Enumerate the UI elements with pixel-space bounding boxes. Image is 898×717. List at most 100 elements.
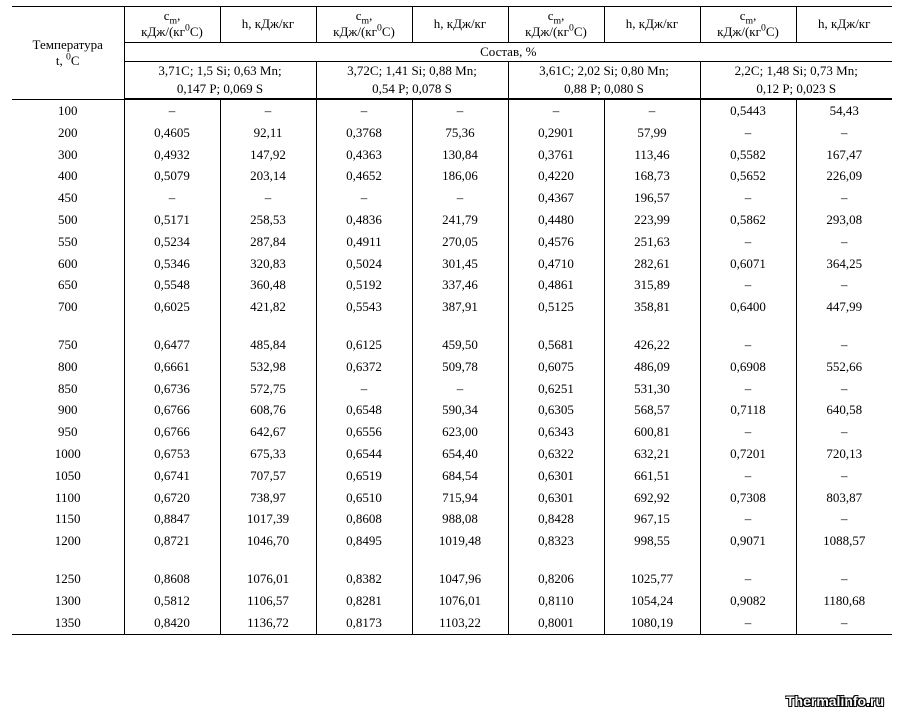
cell-h4: 447,99	[796, 296, 892, 318]
table-row: 550 0,5234 287,84 0,4911 270,05 0,4576 2…	[12, 231, 892, 253]
cell-c4: –	[700, 275, 796, 297]
cell-h1: 642,67	[220, 421, 316, 443]
cell-c4: –	[700, 231, 796, 253]
cell-c4: –	[700, 568, 796, 590]
cell-c3: 0,4220	[508, 166, 604, 188]
cell-c1: 0,6736	[124, 378, 220, 400]
table-row: 950 0,6766 642,67 0,6556 623,00 0,6343 6…	[12, 421, 892, 443]
table-row: 800 0,6661 532,98 0,6372 509,78 0,6075 4…	[12, 356, 892, 378]
cell-c3: 0,8001	[508, 612, 604, 634]
cell-h1: –	[220, 100, 316, 122]
cell-c2: 0,5192	[316, 275, 412, 297]
cell-c3: 0,4576	[508, 231, 604, 253]
cell-h4: 720,13	[796, 443, 892, 465]
cell-h4: 226,09	[796, 166, 892, 188]
table-row: 900 0,6766 608,76 0,6548 590,34 0,6305 5…	[12, 400, 892, 422]
cell-temp: 1000	[12, 443, 124, 465]
composition-2-line1: 3,72C; 1,41 Si; 0,88 Mn;	[316, 61, 508, 80]
cell-c1: 0,4605	[124, 122, 220, 144]
cell-h4: 364,25	[796, 253, 892, 275]
cell-temp: 550	[12, 231, 124, 253]
table-row: 650 0,5548 360,48 0,5192 337,46 0,4861 3…	[12, 275, 892, 297]
cell-temp: 600	[12, 253, 124, 275]
cell-h4: 293,08	[796, 209, 892, 231]
cell-c3: 0,8428	[508, 509, 604, 531]
cell-h2: 241,79	[412, 209, 508, 231]
cell-c1: 0,6025	[124, 296, 220, 318]
cell-h3: 1054,24	[604, 590, 700, 612]
cell-h4: –	[796, 187, 892, 209]
cell-h4: 640,58	[796, 400, 892, 422]
cell-temp: 1300	[12, 590, 124, 612]
cell-h4: 1180,68	[796, 590, 892, 612]
cell-temp: 1100	[12, 487, 124, 509]
cell-c2: 0,6510	[316, 487, 412, 509]
cell-c1: 0,6766	[124, 421, 220, 443]
cell-temp: 700	[12, 296, 124, 318]
table-row: 1150 0,8847 1017,39 0,8608 988,08 0,8428…	[12, 509, 892, 531]
cell-c1: 0,6753	[124, 443, 220, 465]
cell-h1: 421,82	[220, 296, 316, 318]
cell-c1: 0,6766	[124, 400, 220, 422]
cell-c3: 0,6343	[508, 421, 604, 443]
cell-c4: 0,7308	[700, 487, 796, 509]
cell-c4: –	[700, 187, 796, 209]
cell-c1: 0,8721	[124, 530, 220, 552]
thermal-data-table: Температураt, 0С сm,кДж/(кг0С) h, кДж/кг…	[12, 6, 892, 635]
composition-2-line2: 0,54 P; 0,078 S	[316, 80, 508, 99]
col-h-3: h, кДж/кг	[604, 7, 700, 43]
cell-h2: 715,94	[412, 487, 508, 509]
cell-c2: 0,6548	[316, 400, 412, 422]
cell-h3: 692,92	[604, 487, 700, 509]
table-row: 300 0,4932 147,92 0,4363 130,84 0,3761 1…	[12, 144, 892, 166]
cell-c3: –	[508, 100, 604, 122]
cell-h3: 426,22	[604, 334, 700, 356]
cell-h1: 147,92	[220, 144, 316, 166]
cell-c2: 0,8173	[316, 612, 412, 634]
cell-temp: 1350	[12, 612, 124, 634]
table-gap-row	[12, 318, 892, 334]
table-row: 850 0,6736 572,75 – – 0,6251 531,30 – –	[12, 378, 892, 400]
cell-h3: 223,99	[604, 209, 700, 231]
cell-h2: 1047,96	[412, 568, 508, 590]
col-temperature: Температураt, 0С	[12, 7, 124, 99]
cell-h3: 113,46	[604, 144, 700, 166]
cell-h2: 509,78	[412, 356, 508, 378]
cell-c3: 0,8206	[508, 568, 604, 590]
cell-c1: 0,6741	[124, 465, 220, 487]
cell-h2: 301,45	[412, 253, 508, 275]
cell-c1: 0,5079	[124, 166, 220, 188]
cell-c3: 0,8110	[508, 590, 604, 612]
cell-h4: 54,43	[796, 100, 892, 122]
cell-c2: 0,5024	[316, 253, 412, 275]
cell-h3: 486,09	[604, 356, 700, 378]
cell-h2: 1076,01	[412, 590, 508, 612]
cell-c4: 0,5862	[700, 209, 796, 231]
cell-c2: 0,8281	[316, 590, 412, 612]
cell-temp: 500	[12, 209, 124, 231]
cell-h2: 337,46	[412, 275, 508, 297]
cell-c3: 0,5125	[508, 296, 604, 318]
cell-h3: 358,81	[604, 296, 700, 318]
composition-1-line1: 3,71C; 1,5 Si; 0,63 Mn;	[124, 61, 316, 80]
cell-h1: 675,33	[220, 443, 316, 465]
cell-temp: 850	[12, 378, 124, 400]
cell-c4: 0,7201	[700, 443, 796, 465]
col-cm-3: сm,кДж/(кг0С)	[508, 7, 604, 43]
cell-h3: –	[604, 100, 700, 122]
table-gap-row	[12, 552, 892, 568]
cell-h4: 167,47	[796, 144, 892, 166]
cell-c3: 0,6301	[508, 487, 604, 509]
cell-c1: 0,5346	[124, 253, 220, 275]
cell-c4: –	[700, 334, 796, 356]
cell-c4: 0,7118	[700, 400, 796, 422]
cell-h1: 1046,70	[220, 530, 316, 552]
cell-h3: 967,15	[604, 509, 700, 531]
cell-c1: 0,8420	[124, 612, 220, 634]
cell-c2: –	[316, 187, 412, 209]
cell-h1: 287,84	[220, 231, 316, 253]
table-body: 100 – – – – – – 0,5443 54,43 200 0,4605 …	[12, 100, 892, 634]
cell-temp: 100	[12, 100, 124, 122]
cell-c2: 0,8608	[316, 509, 412, 531]
cell-h3: 168,73	[604, 166, 700, 188]
